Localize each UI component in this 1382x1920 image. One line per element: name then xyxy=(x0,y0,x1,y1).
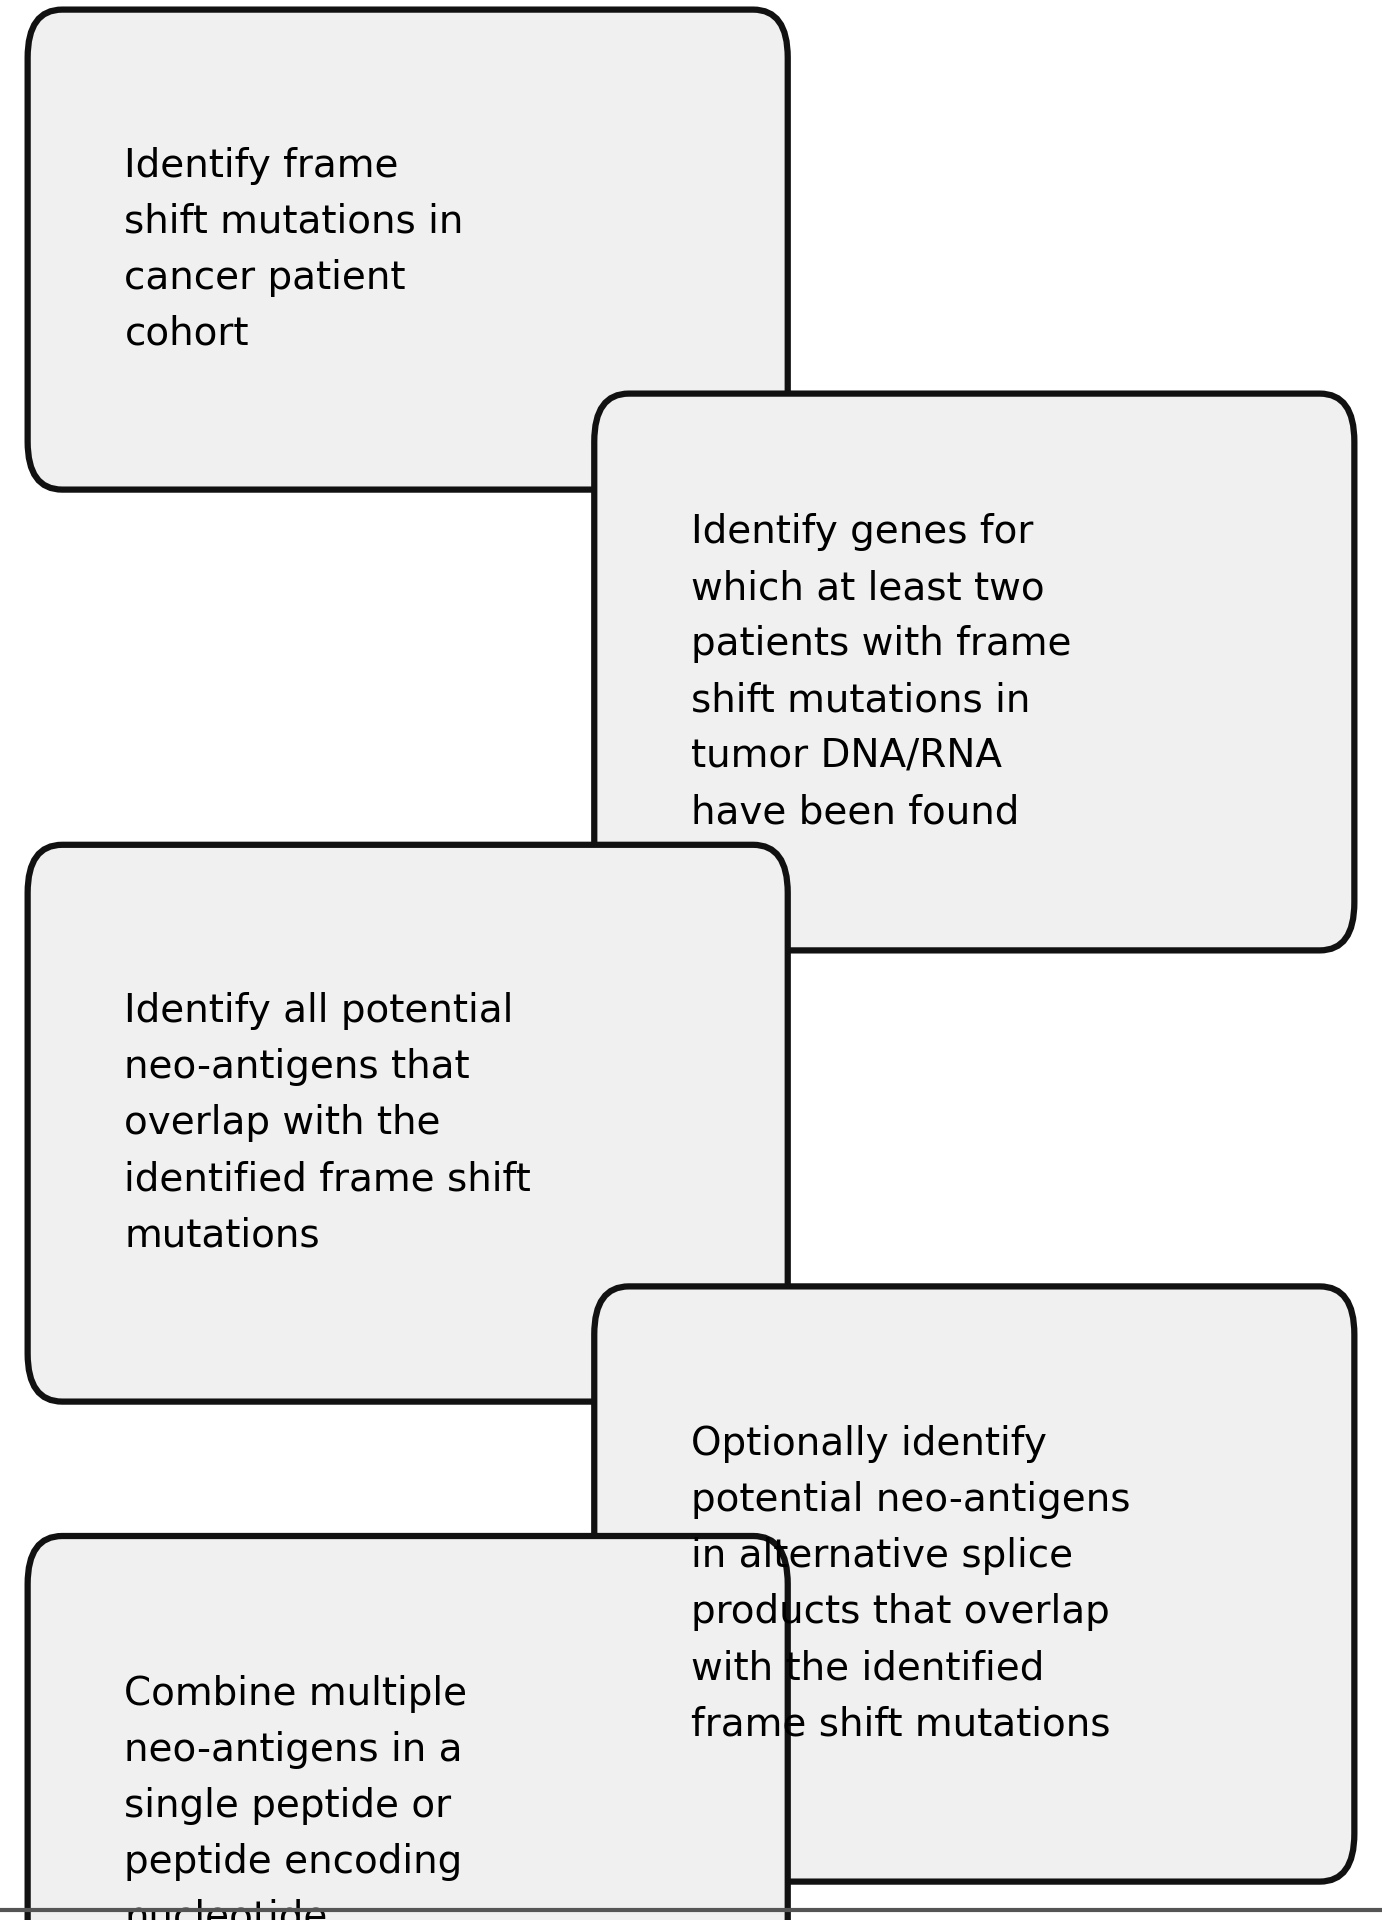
FancyBboxPatch shape xyxy=(28,10,788,490)
FancyBboxPatch shape xyxy=(28,1536,788,1920)
FancyBboxPatch shape xyxy=(594,1286,1354,1882)
Text: Combine multiple
neo-antigens in a
single peptide or
peptide encoding
nucleotide: Combine multiple neo-antigens in a singl… xyxy=(124,1674,467,1920)
Text: Optionally identify
potential neo-antigens
in alternative splice
products that o: Optionally identify potential neo-antige… xyxy=(691,1425,1130,1743)
Text: Identify frame
shift mutations in
cancer patient
cohort: Identify frame shift mutations in cancer… xyxy=(124,146,464,353)
Text: Identify all potential
neo-antigens that
overlap with the
identified frame shift: Identify all potential neo-antigens that… xyxy=(124,993,531,1254)
Polygon shape xyxy=(601,789,803,1023)
FancyBboxPatch shape xyxy=(594,394,1354,950)
FancyBboxPatch shape xyxy=(28,845,788,1402)
Polygon shape xyxy=(579,1246,781,1480)
Polygon shape xyxy=(579,344,781,578)
Text: Identify genes for
which at least two
patients with frame
shift mutations in
tum: Identify genes for which at least two pa… xyxy=(691,513,1071,831)
Polygon shape xyxy=(601,1711,803,1920)
